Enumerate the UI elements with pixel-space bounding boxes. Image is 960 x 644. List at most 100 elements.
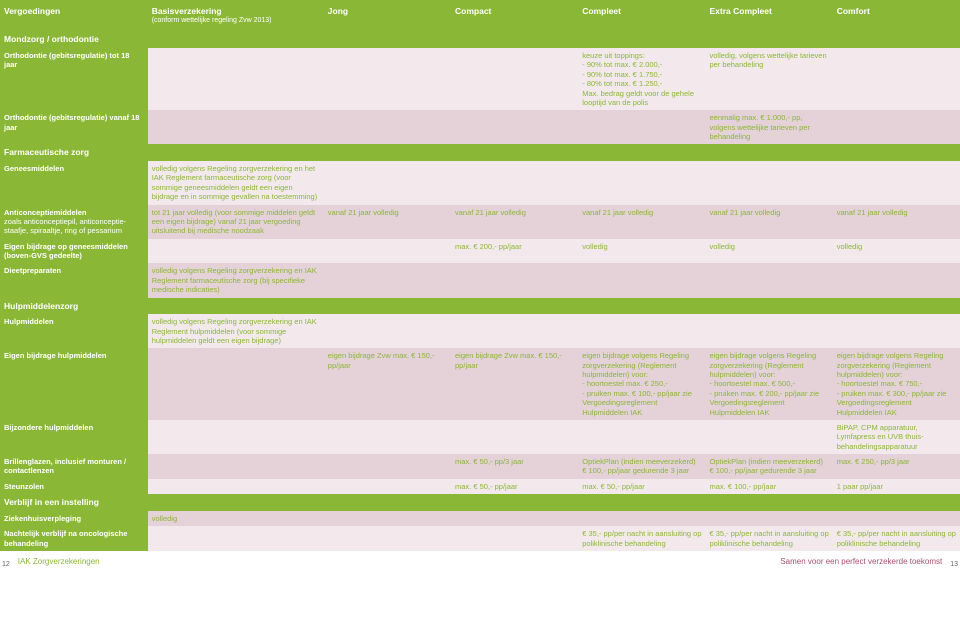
table-row: Hulpmiddelenvolledig volgens Regeling zo…: [0, 314, 960, 348]
table-row: Geneesmiddelenvolledig volgens Regeling …: [0, 161, 960, 205]
row-label: Dieetpreparaten: [0, 263, 148, 297]
cell-value: [833, 161, 960, 205]
cell-value: volledig volgens Regeling zorgverzekerin…: [148, 314, 324, 348]
cell-value: volledig, volgens wettelijke tarieven pe…: [705, 48, 832, 110]
column-header-plan: Basisverzekering(conform wettelijke rege…: [148, 0, 324, 31]
cell-value: 1 paar pp/jaar: [833, 479, 960, 494]
cell-value: [705, 161, 832, 205]
table-row: Ziekenhuisverplegingvolledig: [0, 511, 960, 526]
cell-value: [833, 314, 960, 348]
section-title: Farmaceutische zorg: [0, 144, 960, 161]
cell-value: vanaf 21 jaar volledig: [451, 205, 578, 239]
cell-value: max. € 200,- pp/jaar: [451, 239, 578, 264]
cell-value: [148, 420, 324, 454]
cell-value: [578, 511, 705, 526]
cell-value: [705, 511, 832, 526]
page-number-right: 13: [948, 561, 960, 568]
footer-brand: IAK Zorgverzekeringen: [18, 557, 100, 566]
cell-value: [578, 263, 705, 297]
cell-value: [148, 454, 324, 479]
cell-value: volledig volgens Regeling zorgverzekerin…: [148, 161, 324, 205]
cell-value: [148, 348, 324, 420]
cell-value: volledig: [148, 511, 324, 526]
cell-value: [705, 420, 832, 454]
cell-value: [148, 48, 324, 110]
cell-value: [148, 239, 324, 264]
cell-value: [451, 420, 578, 454]
cell-value: volledig: [578, 239, 705, 264]
cell-value: vanaf 21 jaar volledig: [705, 205, 832, 239]
cell-value: [148, 526, 324, 551]
cell-value: [324, 48, 451, 110]
column-header-plan: Jong: [324, 0, 451, 31]
table-row: Dieetpreparatenvolledig volgens Regeling…: [0, 263, 960, 297]
cell-value: vanaf 21 jaar volledig: [833, 205, 960, 239]
column-header-plan: Compact: [451, 0, 578, 31]
cell-value: [148, 479, 324, 494]
cell-value: [705, 263, 832, 297]
cell-value: max. € 250,- pp/3 jaar: [833, 454, 960, 479]
cell-value: max. € 50,- pp/jaar: [451, 479, 578, 494]
cell-value: [451, 263, 578, 297]
cell-value: [578, 314, 705, 348]
section-title: Mondzorg / orthodontie: [0, 31, 960, 48]
cell-value: eigen bijdrage volgens Regeling zorgverz…: [705, 348, 832, 420]
table-row: Orthodontie (gebitsregulatie) tot 18 jaa…: [0, 48, 960, 110]
cell-value: [324, 263, 451, 297]
cell-value: eigen bijdrage volgens Regeling zorgverz…: [833, 348, 960, 420]
cell-value: € 35,- pp/per nacht in aansluiting op po…: [705, 526, 832, 551]
page-number-left: 12: [0, 561, 12, 568]
cell-value: OptiekPlan (indien meeverzekerd) € 100,-…: [705, 454, 832, 479]
cell-value: keuze uit toppings: - 90% tot max. € 2.0…: [578, 48, 705, 110]
cell-value: [324, 511, 451, 526]
coverage-table: VergoedingenBasisverzekering(conform wet…: [0, 0, 960, 551]
cell-value: tot 21 jaar volledig (voor sommige midde…: [148, 205, 324, 239]
row-label: Bijzondere hulpmiddelen: [0, 420, 148, 454]
row-label: Steunzolen: [0, 479, 148, 494]
cell-value: [148, 110, 324, 144]
cell-value: max. € 50,- pp/jaar: [578, 479, 705, 494]
cell-value: vanaf 21 jaar volledig: [578, 205, 705, 239]
cell-value: [451, 48, 578, 110]
cell-value: [324, 161, 451, 205]
cell-value: [324, 420, 451, 454]
row-label: Nachtelijk verblijf na oncologische beha…: [0, 526, 148, 551]
cell-value: eigen bijdrage Zvw max. € 150,- pp/jaar: [451, 348, 578, 420]
cell-value: [451, 511, 578, 526]
cell-value: eigen bijdrage volgens Regeling zorgverz…: [578, 348, 705, 420]
row-label: Orthodontie (gebitsregulatie) vanaf 18 j…: [0, 110, 148, 144]
table-header: VergoedingenBasisverzekering(conform wet…: [0, 0, 960, 31]
row-label: Geneesmiddelen: [0, 161, 148, 205]
table-body: Mondzorg / orthodontieOrthodontie (gebit…: [0, 31, 960, 551]
cell-value: [324, 526, 451, 551]
table-row: Eigen bijdrage op geneesmiddelen (boven-…: [0, 239, 960, 264]
cell-value: [451, 161, 578, 205]
cell-value: [324, 239, 451, 264]
section-title: Hulpmiddelenzorg: [0, 298, 960, 315]
cell-value: volledig volgens Regeling zorgverzekerin…: [148, 263, 324, 297]
cell-value: volledig: [833, 239, 960, 264]
cell-value: [833, 110, 960, 144]
cell-value: volledig: [705, 239, 832, 264]
cell-value: [833, 511, 960, 526]
row-label: Eigen bijdrage hulpmiddelen: [0, 348, 148, 420]
cell-value: [451, 526, 578, 551]
cell-value: vanaf 21 jaar volledig: [324, 205, 451, 239]
row-label: Orthodontie (gebitsregulatie) tot 18 jaa…: [0, 48, 148, 110]
cell-value: [324, 314, 451, 348]
cell-value: [451, 110, 578, 144]
cell-value: [324, 479, 451, 494]
table-row: Eigen bijdrage hulpmiddelen eigen bijdrag…: [0, 348, 960, 420]
footer-slogan: Samen voor een perfect verzekerde toekom…: [780, 557, 942, 566]
row-label: Brillenglazen, inclusief monturen / cont…: [0, 454, 148, 479]
cell-value: [833, 263, 960, 297]
cell-value: max. € 50,- pp/3 jaar: [451, 454, 578, 479]
cell-value: [324, 110, 451, 144]
column-header-label: Vergoedingen: [0, 0, 148, 31]
column-header-plan: Extra Compleet: [705, 0, 832, 31]
row-label: Ziekenhuisverpleging: [0, 511, 148, 526]
section-title: Verblijf in een instelling: [0, 494, 960, 511]
cell-value: € 35,- pp/per nacht in aansluiting op po…: [578, 526, 705, 551]
cell-value: [578, 161, 705, 205]
table-row: Bijzondere hulpmiddelenBiPAP, CPM appara…: [0, 420, 960, 454]
